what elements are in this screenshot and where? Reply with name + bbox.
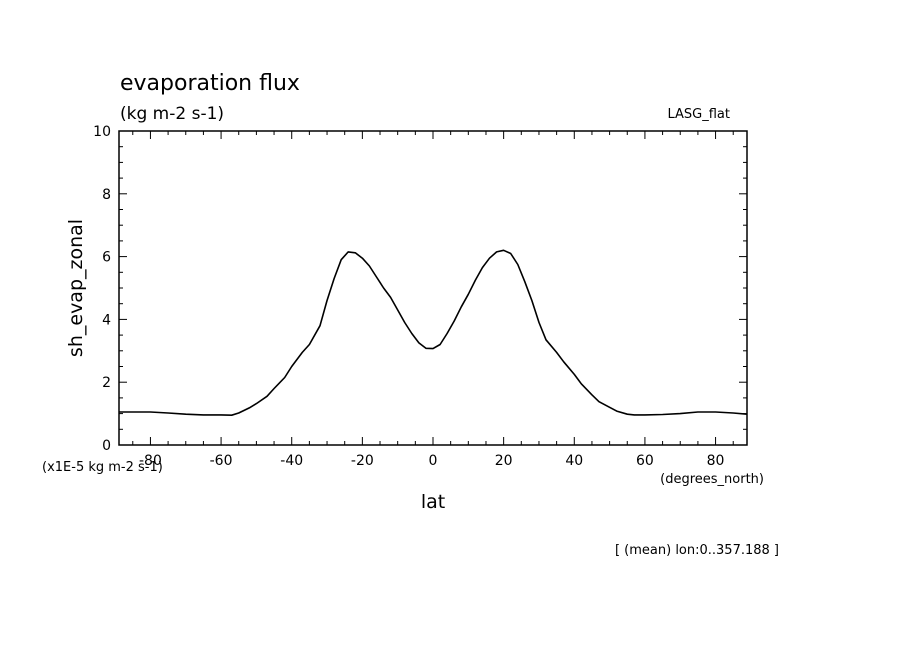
y-tick-label: 10 [93, 124, 111, 140]
y-axis-units: (x1E-5 kg m-2 s-1) [42, 460, 163, 475]
x-tick-label: 60 [636, 453, 654, 469]
x-tick-label: 20 [495, 453, 513, 469]
x-tick-label: -60 [210, 453, 233, 469]
y-tick-label: 2 [102, 375, 111, 391]
axis-ticks [119, 130, 747, 446]
axis-tick-labels: -80 -60 -40 -20 0 20 40 60 80 0 2 4 6 8 10 [93, 124, 724, 469]
y-tick-label: 0 [102, 438, 111, 454]
y-tick-label: 8 [102, 187, 111, 203]
y-axis-label: sh_evap_zonal [65, 219, 87, 357]
x-tick-label: 40 [565, 453, 583, 469]
x-tick-label: 80 [707, 453, 725, 469]
y-tick-label: 4 [102, 312, 111, 328]
plot-frame [118, 130, 748, 446]
x-tick-label: -80 [139, 453, 162, 469]
y-tick-label: 6 [102, 250, 111, 266]
chart-subtitle: (kg m-2 s-1) [120, 104, 224, 124]
series-line [119, 249, 748, 417]
experiment-label: LASG_flat [667, 107, 730, 122]
x-tick-label: -20 [351, 453, 374, 469]
chart-title: evaporation flux [120, 71, 300, 96]
x-tick-label: 0 [429, 453, 438, 469]
footnote: [ (mean) lon:0..357.188 ] [615, 543, 779, 558]
x-axis-label: lat [421, 491, 445, 513]
x-tick-label: -40 [280, 453, 303, 469]
plot-axes [118, 130, 748, 446]
x-axis-units: (degrees_north) [660, 472, 764, 487]
data-series [119, 249, 748, 417]
